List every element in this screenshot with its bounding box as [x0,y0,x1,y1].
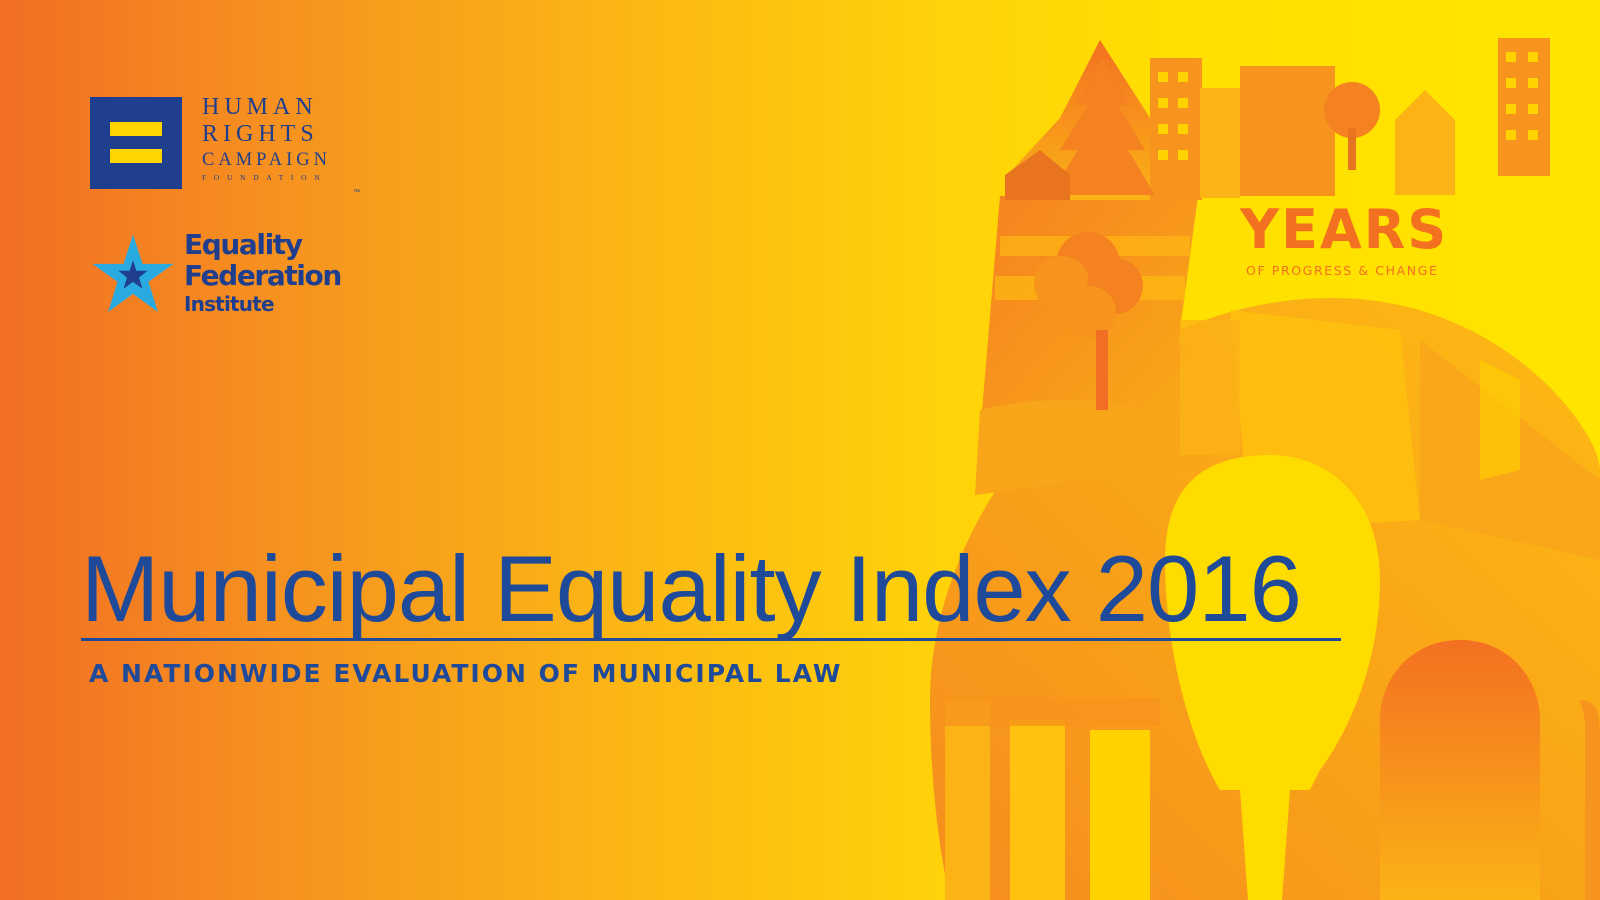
small-round-tree-trunk [1348,128,1356,170]
eq-line-federation: Federation [184,259,342,292]
column-1 [945,700,990,900]
years-label: YEARS [1240,198,1449,261]
hrc-equal-sign-icon [90,97,182,189]
title-underline [81,638,1341,641]
round-tree-trunk [1096,330,1108,410]
column-2 [1010,720,1065,900]
tall-building-right-windows [1506,52,1538,140]
hrc-wordmark: HUMAN RIGHTS CAMPAIGN FOUNDATION [202,94,362,184]
hrc-line-foundation: FOUNDATION [202,173,328,182]
equal-bar-top [110,122,162,136]
house-right [1395,90,1455,195]
five-stripe-3 [1180,320,1240,455]
star-icon [92,234,174,312]
page-title: Municipal Equality Index 2016 [81,536,1302,641]
small-round-tree [1324,82,1380,138]
wide-building [1240,66,1335,196]
eq-line-institute: Institute [184,292,275,316]
arch-right [1380,640,1540,900]
lintel [935,698,1160,726]
equality-federation-wordmark: Equality Federation Institute [184,228,342,317]
round-tree-4 [1064,286,1116,338]
five-bowl-shade-3 [1480,360,1520,480]
hrc-line-rights: RIGHTS [202,121,319,147]
tall-building-left-windows [1158,72,1188,160]
hrc-line-campaign: CAMPAIGN [202,150,331,170]
tall-building-right [1498,38,1550,176]
small-peak-building [1005,150,1070,200]
eq-line-equality: Equality [184,228,303,261]
mid-building [1200,88,1240,198]
hrc-line-human: HUMAN [202,94,318,120]
five-hill [975,400,1230,495]
pine-tree [1050,58,1155,195]
years-tagline: OF PROGRESS & CHANGE [1246,263,1439,278]
tall-building-left [1150,58,1202,200]
hrc-trademark: ™ [353,189,360,196]
equal-bar-bottom [110,149,162,163]
column-3 [1090,730,1150,900]
right-edge-shape [1580,700,1600,900]
page-subtitle: A NATIONWIDE EVALUATION OF MUNICIPAL LAW [89,659,843,688]
yellow-tree-silhouette [1165,455,1380,900]
